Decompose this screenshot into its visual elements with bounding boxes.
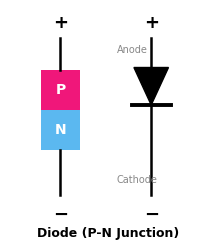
Text: N: N xyxy=(55,123,66,137)
Bar xyxy=(41,70,80,110)
Text: +: + xyxy=(53,14,68,32)
Text: Anode: Anode xyxy=(117,45,148,55)
Text: Cathode: Cathode xyxy=(117,175,157,185)
Bar xyxy=(41,110,80,150)
Text: +: + xyxy=(144,14,159,32)
Text: −: − xyxy=(144,206,159,224)
Text: −: − xyxy=(53,206,68,224)
Text: Diode (P-N Junction): Diode (P-N Junction) xyxy=(37,227,179,240)
Text: P: P xyxy=(55,83,66,97)
Polygon shape xyxy=(134,68,168,105)
